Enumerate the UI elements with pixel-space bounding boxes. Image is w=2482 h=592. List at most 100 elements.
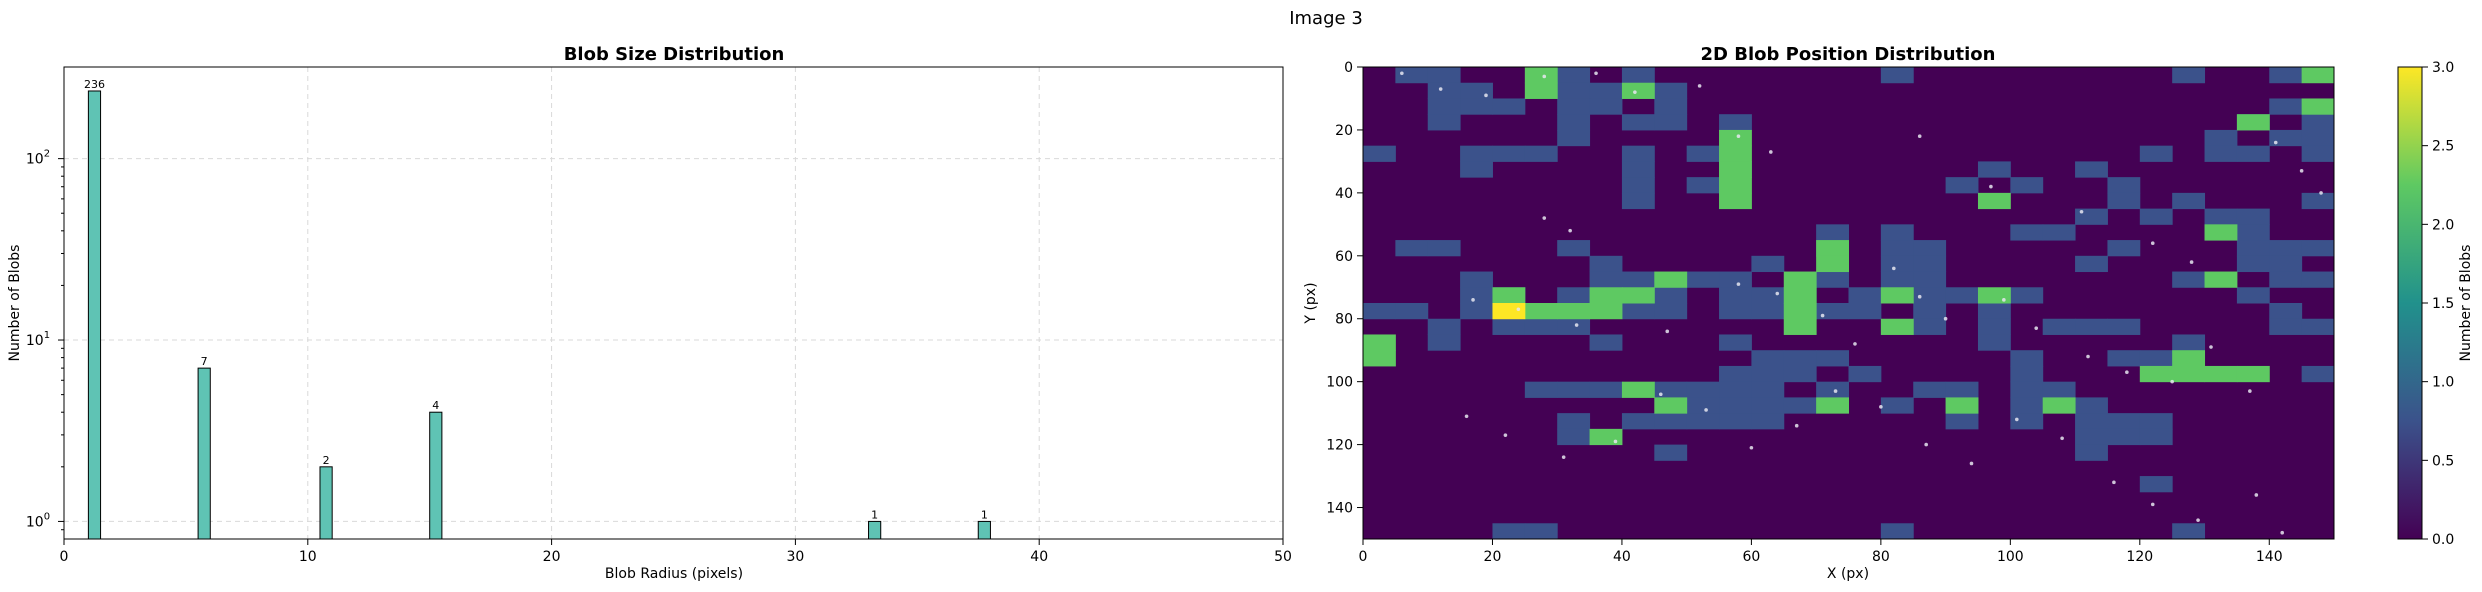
histogram-bar bbox=[87, 90, 102, 540]
histogram-ytick-exponent: 2 bbox=[44, 149, 50, 160]
heatmap-cell bbox=[1363, 303, 1396, 320]
heatmap-cell bbox=[1524, 303, 1558, 320]
heatmap-cell bbox=[2075, 318, 2108, 335]
heatmap-cell bbox=[1880, 318, 1914, 335]
heatmap-cell bbox=[1816, 303, 1849, 320]
heatmap-cell bbox=[1460, 271, 1493, 288]
histogram-xtick-label: 30 bbox=[786, 549, 804, 565]
colorbar-gradient bbox=[2397, 66, 2423, 540]
heatmap-blob-point bbox=[1736, 282, 1741, 286]
heatmap-blob-point bbox=[1769, 150, 1773, 154]
heatmap-cell bbox=[2301, 129, 2335, 147]
heatmap-cell bbox=[1460, 82, 1493, 99]
heatmap-cell bbox=[2075, 444, 2108, 461]
heatmap-cell bbox=[2139, 476, 2173, 493]
heatmap-cell bbox=[2172, 350, 2206, 367]
heatmap-cell bbox=[1557, 303, 1591, 320]
heatmap-blob-point bbox=[2060, 436, 2064, 441]
heatmap-cell bbox=[2301, 98, 2335, 115]
heatmap-cell bbox=[1816, 381, 1849, 398]
heatmap-cell bbox=[1524, 523, 1558, 540]
heatmap-cell bbox=[1460, 98, 1493, 115]
heatmap-cell bbox=[2301, 67, 2335, 84]
heatmap-cell bbox=[1783, 287, 1817, 304]
heatmap-cell bbox=[2236, 255, 2270, 273]
heatmap-blob-point bbox=[1574, 323, 1579, 327]
heatmap-blob-point bbox=[1594, 71, 1598, 76]
heatmap-cell bbox=[1557, 381, 1591, 398]
heatmap-cell bbox=[2269, 318, 2303, 335]
heatmap-cell bbox=[1654, 444, 1688, 461]
heatmap-cell bbox=[1816, 240, 1849, 257]
heatmap-cell bbox=[1783, 350, 1817, 367]
heatmap-cell bbox=[1783, 318, 1817, 335]
heatmap-cell bbox=[1719, 161, 1752, 178]
heatmap-blob-point bbox=[1613, 439, 1618, 444]
heatmap-cell bbox=[1783, 365, 1817, 383]
heatmap-cell bbox=[2301, 240, 2335, 257]
heatmap-cell bbox=[1719, 177, 1752, 194]
histogram-xtick-label: 20 bbox=[543, 549, 561, 565]
heatmap-cell bbox=[2301, 318, 2335, 335]
heatmap-blob-point bbox=[1917, 294, 1922, 299]
heatmap-xtick-label: 60 bbox=[1742, 549, 1760, 565]
histogram-ylabel: Number of Blobs bbox=[7, 245, 23, 362]
heatmap-cell bbox=[1848, 303, 1882, 320]
heatmap-cell bbox=[1589, 303, 1623, 320]
heatmap-cell bbox=[1557, 413, 1591, 430]
heatmap-cell bbox=[1557, 318, 1591, 335]
heatmap-cell bbox=[2107, 177, 2141, 194]
heatmap-cell bbox=[2301, 271, 2335, 288]
heatmap-blob-point bbox=[1749, 445, 1754, 450]
heatmap-blob-point bbox=[1917, 134, 1922, 139]
heatmap-cell bbox=[2139, 428, 2173, 446]
heatmap-cell bbox=[1686, 271, 1720, 288]
heatmap-cell bbox=[1977, 334, 2011, 351]
heatmap-blob-point bbox=[2150, 241, 2155, 246]
heatmap-cell bbox=[1460, 145, 1493, 162]
heatmap-cell bbox=[1654, 271, 1688, 288]
heatmap-cell bbox=[1719, 365, 1752, 383]
heatmap-blob-point bbox=[1736, 134, 1741, 139]
heatmap-frame bbox=[1362, 66, 2335, 540]
heatmap-cell bbox=[2010, 224, 2044, 241]
heatmap-cell bbox=[1719, 129, 1752, 147]
heatmap-cell bbox=[1524, 318, 1558, 335]
heatmap-cell bbox=[2269, 98, 2303, 115]
heatmap-cell bbox=[2204, 129, 2238, 147]
heatmap-xtick-label: 0 bbox=[1359, 549, 1368, 565]
histogram-bar-label: 2 bbox=[323, 454, 330, 467]
heatmap-blob-point bbox=[1633, 90, 1637, 94]
heatmap-blob-point bbox=[1464, 414, 1469, 419]
heatmap-cell bbox=[1621, 67, 1655, 84]
heatmap-cell bbox=[2107, 318, 2141, 335]
heatmap-cell bbox=[1977, 287, 2011, 304]
colorbar-tick-label: 2.0 bbox=[2432, 217, 2454, 233]
histogram-plot-area bbox=[64, 67, 1283, 539]
heatmap-cell bbox=[1460, 303, 1493, 320]
heatmap-blob-point bbox=[1471, 298, 1475, 302]
heatmap-ytick-label: 80 bbox=[1335, 312, 1353, 328]
heatmap-cell bbox=[1654, 397, 1688, 414]
heatmap-cell bbox=[2075, 413, 2108, 430]
heatmap-cell bbox=[2107, 240, 2141, 257]
heatmap-cell bbox=[1816, 397, 1849, 414]
heatmap-cell bbox=[1589, 287, 1623, 304]
heatmap-blob-point bbox=[1542, 216, 1547, 220]
histogram-ytick-label: 100 bbox=[26, 511, 50, 530]
heatmap-blob-point bbox=[2189, 260, 2194, 264]
heatmap-blob-point bbox=[2196, 518, 2200, 522]
heatmap-cell bbox=[2301, 114, 2335, 131]
heatmap-cell bbox=[1719, 381, 1752, 398]
heatmap-cell bbox=[1427, 114, 1461, 131]
heatmap-cell bbox=[1557, 287, 1591, 304]
histogram-bar-label: 7 bbox=[201, 355, 208, 368]
heatmap-cell bbox=[1492, 145, 1526, 162]
heatmap-cell bbox=[2107, 413, 2141, 430]
heatmap-cell bbox=[2204, 208, 2238, 225]
heatmap-cell bbox=[1621, 192, 1655, 210]
heatmap-cell bbox=[1686, 413, 1720, 430]
heatmap-cell bbox=[1589, 82, 1623, 99]
